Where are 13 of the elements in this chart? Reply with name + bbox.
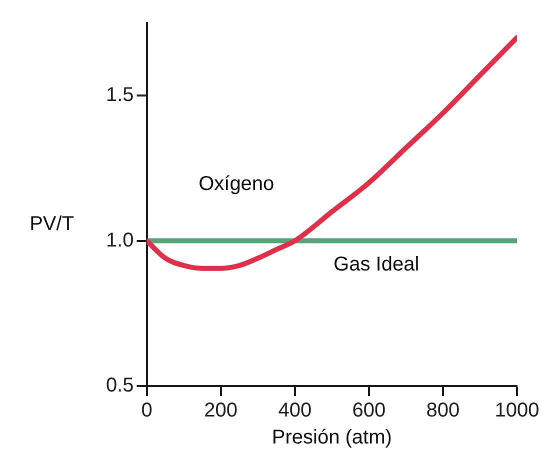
x-tick-label: 800 [426,400,460,422]
x-tick-label: 400 [278,400,312,422]
x-tick-label: 600 [352,400,386,422]
y-axis-title: PV/T [30,213,74,236]
x-tick-label: 1000 [494,400,540,422]
x-tick-label: 200 [204,400,238,422]
series-label: Gas Ideal [334,253,420,276]
x-axis-title: Presión (atm) [272,426,392,449]
y-tick-label: 1.0 [106,229,134,252]
y-tick-label: 0.5 [106,374,134,397]
x-tick-label: 0 [141,400,152,422]
y-tick-label: 1.5 [106,84,134,106]
text: Oxígeno [198,173,274,196]
